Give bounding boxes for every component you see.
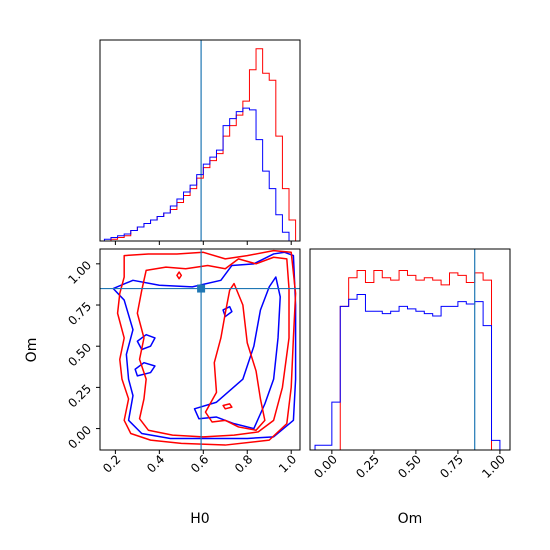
contour-2 [136,333,156,351]
y-tick-label: 1.00 [65,258,94,287]
om-histogram-panel: 0.00 0.25 0.50 0.75 1.00 [309,248,511,481]
y-tick-label: 0.75 [65,299,94,328]
x-tick-label: 1.0 [276,452,299,475]
contour-4 [222,305,233,318]
histogram-series-0 [104,48,297,242]
x-tick-label: 0.8 [232,452,255,475]
x-tick-label: 0.75 [437,452,466,481]
contour-6 [136,256,290,438]
h0-histogram-panel [99,39,301,245]
om-histogram-frame [309,248,511,451]
contour-9 [176,271,183,280]
h0-histogram-frame [99,39,301,242]
y-tick-label: 0.50 [65,340,94,369]
x-tick-label: 0.50 [395,452,424,481]
contour-1 [193,276,281,430]
y-tick-label: 0.00 [65,423,94,452]
contour-0 [112,251,297,440]
histogram-series-0 [315,270,500,451]
x-tick-label: 0.6 [188,452,211,475]
truth-point-marker [197,284,206,293]
contour-8 [222,403,233,410]
h0-om-contour-panel: 0.2 0.4 0.6 0.8 1.0 0.00 0.25 0.50 0.75 1.00 [65,248,301,476]
contour-frame [99,248,301,451]
histogram-series-1 [103,107,296,242]
x-tick-label: 0.25 [353,452,382,481]
x-tick-label: 1.00 [479,452,508,481]
contour-7 [204,282,266,431]
x-axis-label-om: Om [398,511,423,527]
y-axis-label-om: Om [24,338,40,363]
contour-5 [116,249,297,446]
x-tick-label: 0.00 [311,452,340,481]
contour-3 [134,361,156,377]
x-axis-label-h0: H0 [190,511,209,527]
x-tick-label: 0.2 [100,452,123,475]
x-tick-label: 0.4 [144,452,167,475]
histogram-series-1 [314,293,501,450]
y-tick-label: 0.25 [65,382,94,411]
